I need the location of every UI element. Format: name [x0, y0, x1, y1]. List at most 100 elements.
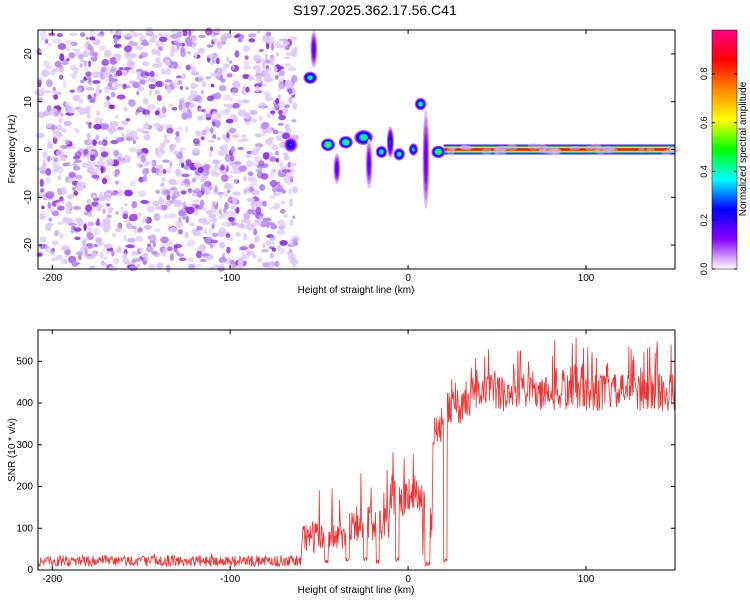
noise-speckle — [88, 99, 96, 103]
noise-speckle — [131, 200, 138, 209]
noise-speckle — [287, 88, 293, 95]
noise-speckle — [218, 85, 227, 92]
noise-speckle — [73, 227, 82, 232]
noise-speckle — [243, 120, 252, 125]
noise-speckle — [67, 106, 76, 114]
noise-speckle — [85, 145, 94, 150]
noise-speckle — [209, 217, 218, 223]
noise-speckle — [209, 207, 217, 214]
noise-speckle — [293, 238, 298, 246]
noise-speckle — [65, 101, 70, 106]
noise-speckle — [96, 160, 106, 167]
noise-speckle — [187, 257, 194, 263]
noise-speckle — [271, 185, 277, 193]
noise-speckle — [163, 138, 171, 144]
noise-speckle — [261, 173, 269, 180]
noise-speckle — [86, 105, 92, 111]
noise-speckle — [222, 133, 226, 140]
noise-speckle — [243, 212, 251, 220]
noise-speckle — [74, 159, 82, 163]
noise-speckle — [268, 195, 276, 199]
noise-speckle — [285, 124, 289, 132]
noise-speckle — [282, 213, 289, 219]
noise-speckle — [209, 127, 214, 134]
noise-speckle — [54, 229, 59, 237]
noise-speckle — [43, 60, 51, 66]
noise-speckle — [97, 140, 105, 145]
noise-speckle — [210, 114, 214, 119]
noise-speckle — [261, 61, 267, 69]
noise-speckle — [48, 217, 53, 222]
noise-speckle — [280, 200, 286, 205]
noise-speckle — [108, 79, 115, 83]
noise-speckle — [39, 243, 44, 250]
noise-speckle — [123, 67, 132, 71]
noise-speckle — [136, 91, 140, 96]
noise-speckle — [272, 192, 281, 197]
noise-speckle — [71, 261, 79, 267]
noise-speckle — [110, 91, 116, 98]
noise-speckle — [200, 176, 205, 183]
noise-speckle — [180, 46, 185, 53]
noise-speckle — [223, 190, 229, 198]
noise-speckle — [169, 253, 174, 261]
noise-speckle — [251, 161, 260, 167]
noise-speckle — [141, 61, 150, 66]
spectrogram-blob — [365, 138, 373, 189]
noise-speckle — [88, 122, 92, 129]
noise-speckle — [49, 207, 54, 213]
noise-speckle — [206, 44, 214, 48]
noise-speckle — [254, 220, 262, 226]
noise-speckle — [273, 102, 279, 111]
noise-speckle — [273, 202, 280, 210]
noise-speckle — [132, 81, 140, 89]
noise-speckle — [41, 205, 45, 210]
noise-speckle — [42, 151, 48, 159]
noise-speckle — [57, 221, 64, 225]
noise-speckle — [264, 94, 271, 102]
noise-speckle — [266, 67, 272, 72]
noise-speckle — [74, 49, 81, 57]
noise-speckle — [169, 227, 178, 233]
noise-speckle — [115, 56, 121, 62]
noise-speckle — [196, 225, 203, 231]
noise-speckle — [211, 168, 216, 175]
noise-speckle — [106, 96, 111, 101]
noise-speckle — [231, 91, 237, 96]
noise-speckle — [166, 194, 171, 201]
noise-speckle — [89, 48, 95, 57]
noise-speckle — [145, 77, 150, 83]
noise-speckle — [108, 83, 113, 88]
noise-speckle — [260, 220, 268, 228]
noise-speckle — [70, 73, 74, 77]
noise-speckle — [142, 97, 149, 105]
noise-speckle — [278, 38, 285, 42]
noise-speckle — [215, 121, 220, 129]
noise-speckle — [213, 264, 221, 268]
noise-speckle — [178, 229, 183, 235]
noise-speckle — [77, 220, 84, 227]
spectrogram-blob — [375, 145, 388, 159]
noise-speckle — [149, 70, 155, 77]
noise-speckle — [99, 203, 105, 208]
noise-speckle — [45, 123, 53, 129]
noise-speckle — [241, 251, 245, 258]
tone-halo — [646, 147, 655, 153]
noise-speckle — [200, 183, 205, 192]
noise-speckle — [230, 259, 236, 265]
noise-speckle — [202, 220, 211, 226]
noise-speckle — [175, 42, 183, 47]
noise-speckle — [227, 217, 235, 222]
noise-speckle — [59, 196, 64, 202]
noise-speckle — [114, 44, 120, 48]
noise-speckle — [40, 188, 45, 193]
noise-speckle — [107, 207, 114, 212]
noise-speckle — [122, 213, 129, 220]
noise-speckle — [85, 153, 90, 160]
noise-speckle — [47, 201, 51, 209]
noise-speckle — [269, 252, 275, 259]
noise-speckle — [160, 182, 165, 187]
noise-speckle — [241, 99, 250, 104]
noise-speckle — [76, 106, 83, 114]
noise-speckle — [188, 263, 196, 270]
